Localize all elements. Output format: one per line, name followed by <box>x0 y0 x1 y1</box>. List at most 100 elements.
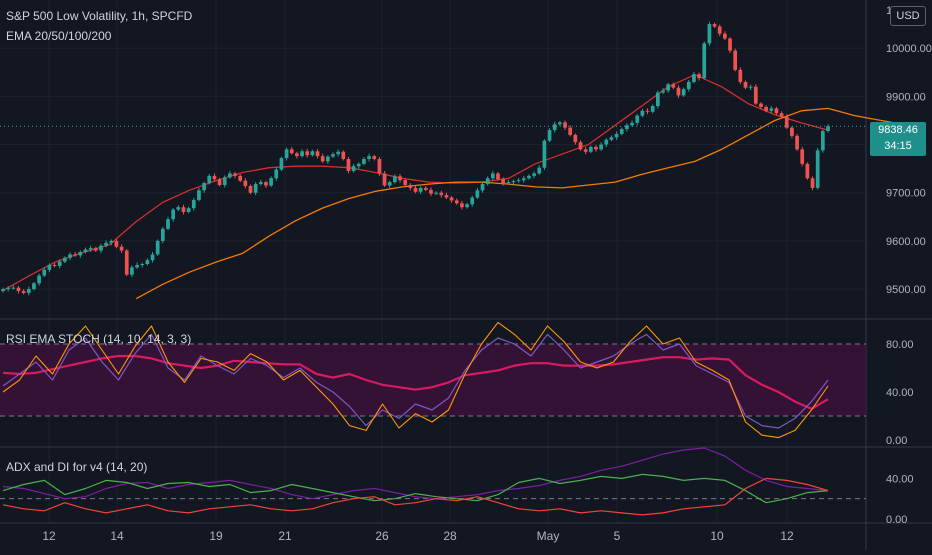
candle-body <box>599 144 603 150</box>
adx-indicator-label[interactable]: ADX and DI for v4 (14, 20) <box>6 460 148 474</box>
rsi-y-tick-label: 0.00 <box>886 435 907 447</box>
candle-body <box>150 254 155 261</box>
candle-body <box>645 110 650 112</box>
x-tick-label: 10 <box>710 529 724 543</box>
candle-body <box>382 173 387 186</box>
candle-body <box>506 182 511 184</box>
x-tick-label: May <box>537 529 560 543</box>
candle-body <box>387 182 392 186</box>
adx-series-2 <box>2 473 829 504</box>
candle-body <box>537 167 542 174</box>
candle-body <box>305 151 310 156</box>
candle-body <box>563 122 567 128</box>
last-price-value: 9838.46 <box>878 124 918 136</box>
x-tick-label: 19 <box>209 529 223 543</box>
currency-button[interactable]: USD <box>890 6 926 26</box>
candle-body <box>774 108 779 114</box>
candle-body <box>578 142 583 150</box>
candle-body <box>145 260 150 265</box>
candle-body <box>42 269 47 276</box>
candle-body <box>284 149 289 159</box>
candle-body <box>222 177 227 186</box>
candle-body <box>289 149 294 154</box>
candle-body <box>547 130 552 141</box>
candle-body <box>588 146 593 152</box>
candle-body <box>336 151 341 155</box>
last-price-tag: 9838.46 34:15 <box>870 122 926 156</box>
candle-body <box>331 154 335 157</box>
y-tick-label: 9700.00 <box>886 188 926 200</box>
candle-body <box>114 240 119 247</box>
candle-body <box>197 190 201 200</box>
ema-indicator-label[interactable]: EMA 20/50/100/200 <box>6 29 112 43</box>
candle-body <box>367 156 371 159</box>
adx-series-1 <box>2 447 829 500</box>
candle-body <box>269 178 273 186</box>
candle-body <box>769 108 774 111</box>
candle-body <box>480 184 485 191</box>
candle-body <box>181 207 186 212</box>
candle-body <box>130 267 134 275</box>
candle-body <box>790 127 794 136</box>
candle-body <box>202 183 206 191</box>
candle-body <box>238 175 243 181</box>
candle-body <box>320 156 325 162</box>
candle-body <box>135 265 139 268</box>
x-tick-label: 5 <box>614 529 621 543</box>
candle-body <box>434 192 438 194</box>
candle-body <box>1 289 5 292</box>
candle-body <box>604 139 609 145</box>
candle-body <box>800 149 805 164</box>
candle-body <box>88 248 93 250</box>
rsi-indicator-label[interactable]: RSI EMA STOCH (14, 10, 14, 3, 3) <box>6 332 192 346</box>
candle-body <box>733 50 738 70</box>
candle-body <box>676 87 681 96</box>
candle-body <box>258 182 263 185</box>
y-tick-label: 9500.00 <box>886 284 926 296</box>
candle-body <box>625 125 629 130</box>
candle-body <box>37 275 41 284</box>
candle-body <box>671 84 676 88</box>
candle-body <box>26 289 31 293</box>
candle-body <box>191 199 196 209</box>
candle-body <box>166 219 170 229</box>
candle-body <box>779 113 784 117</box>
candle-body <box>398 176 402 181</box>
candle-body <box>207 175 212 184</box>
candle-body <box>99 245 103 251</box>
candle-body <box>640 110 645 116</box>
candle-body <box>124 250 129 275</box>
candle-body <box>795 135 799 150</box>
candle-body <box>176 207 181 210</box>
candle-body <box>351 166 356 172</box>
candle-body <box>11 287 16 289</box>
candle-body <box>341 151 346 159</box>
candle-body <box>815 150 820 188</box>
candle-body <box>470 197 475 205</box>
candle-body <box>228 173 232 178</box>
candle-body <box>186 208 191 212</box>
candle-body <box>279 158 284 170</box>
candle-body <box>460 203 464 208</box>
candle-body <box>496 173 500 180</box>
candle-body <box>356 163 361 167</box>
candle-body <box>217 179 222 186</box>
candle-body <box>104 242 108 246</box>
chart-title[interactable]: S&P 500 Low Volatility, 1h, SPCFD <box>6 9 193 23</box>
candle-body <box>140 264 145 266</box>
candle-body <box>784 116 789 128</box>
candle-body <box>521 178 526 181</box>
candle-body <box>609 137 614 140</box>
candle-body <box>310 151 315 156</box>
candle-body <box>594 146 598 150</box>
ema-line-2 <box>135 107 908 300</box>
candle-body <box>820 131 825 151</box>
candle-body <box>346 159 351 172</box>
rsi-band <box>0 344 866 416</box>
candle-body <box>826 126 830 132</box>
candle-body <box>527 175 531 179</box>
candle-body <box>57 261 62 266</box>
candle-body <box>697 74 701 79</box>
candle-body <box>93 248 98 251</box>
